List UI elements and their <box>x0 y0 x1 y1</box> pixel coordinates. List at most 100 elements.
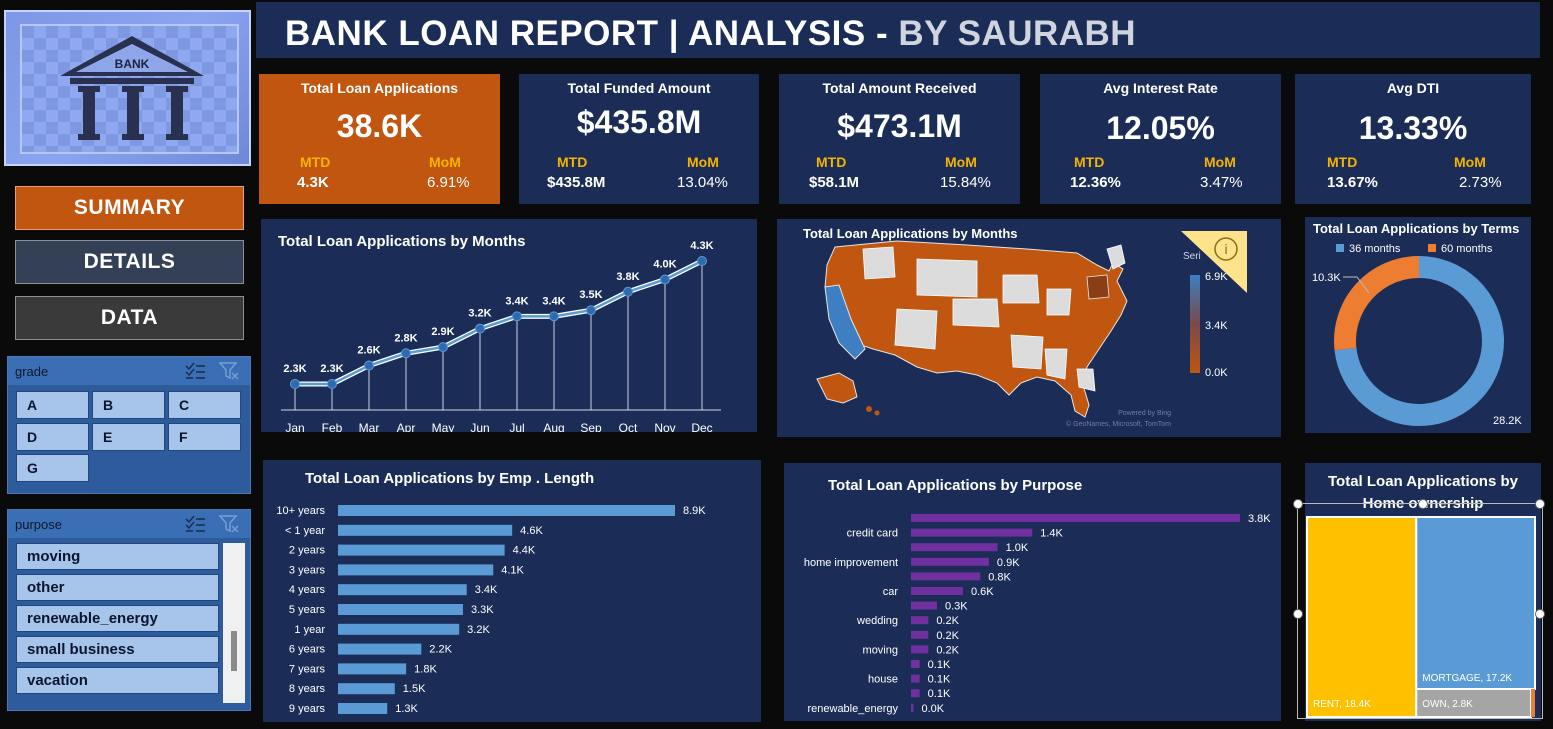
data-label: 0.9K <box>997 557 1020 569</box>
data-point <box>697 256 707 266</box>
slicer-item-grade-a[interactable]: A <box>16 391 89 419</box>
data-label: 2.3K <box>283 363 306 375</box>
bar <box>911 601 937 610</box>
info-badge[interactable] <box>1181 231 1247 293</box>
slicer-item-renewable-energy[interactable]: renewable_energy <box>16 605 219 632</box>
category-label: credit card <box>847 528 898 540</box>
data-point <box>586 305 596 316</box>
treemap-chart: RENT, 18.4K MORTGAGE, 17.2K OWN, 2.8K <box>1306 516 1536 718</box>
multi-select-icon[interactable] <box>184 515 206 533</box>
map-panel: Total Loan Applications by Months Seri 6… <box>777 219 1281 437</box>
bar <box>338 703 388 714</box>
logo-text: BANK <box>115 57 150 71</box>
data-point <box>364 360 374 371</box>
resize-handle[interactable] <box>1293 499 1303 509</box>
bar <box>911 616 929 625</box>
slicer-item-grade-b[interactable]: B <box>92 391 165 419</box>
map-credit-sources: © GeoNames, Microsoft, TomTom <box>1066 420 1171 428</box>
data-button[interactable]: DATA <box>15 296 244 340</box>
map-legend-mid: 3.4K <box>1205 320 1228 332</box>
bar <box>911 528 1033 537</box>
kpi-mtd-value: 12.36% <box>1070 174 1121 191</box>
kpi-mtd-label: MTD <box>1074 154 1105 170</box>
kpi-mtd-label: MTD <box>1327 154 1358 170</box>
kpi-mom-value: 15.84% <box>940 174 991 191</box>
info-icon[interactable] <box>1214 237 1238 261</box>
kpi-mom-value: 3.47% <box>1200 174 1243 191</box>
data-point <box>512 311 522 322</box>
data-point <box>290 379 300 389</box>
slicer-item-grade-c[interactable]: C <box>168 391 241 419</box>
slice-label: 10.3K <box>1312 272 1341 284</box>
bar <box>338 623 460 635</box>
selection-frame[interactable] <box>1297 503 1543 719</box>
data-label: 1.5K <box>403 683 426 695</box>
data-label: 3.4K <box>475 584 498 596</box>
slicer-item-other[interactable]: other <box>16 574 219 601</box>
purpose-slicer: purpose moving other renewable_energy sm… <box>7 509 251 711</box>
map-legend-scale <box>1190 275 1200 373</box>
kpi-total-loan-applications: Total Loan Applications 38.6K MTD 4.3K M… <box>259 74 500 204</box>
x-tick-label: Mar <box>359 421 380 432</box>
data-label: 3.8K <box>1248 513 1271 525</box>
bar <box>338 505 675 516</box>
data-label: 3.4K <box>505 295 528 307</box>
data-label: 3.3K <box>471 604 494 616</box>
slicer-item-moving[interactable]: moving <box>16 543 219 570</box>
summary-button[interactable]: SUMMARY <box>15 186 244 230</box>
kpi-mom-label: MoM <box>1454 154 1486 170</box>
clear-filter-icon[interactable] <box>218 514 240 534</box>
bar <box>338 584 467 596</box>
data-label: 4.6K <box>520 525 543 537</box>
legend-label: 36 months <box>1349 243 1401 255</box>
slicer-title: grade <box>15 364 49 379</box>
bar <box>911 660 920 668</box>
resize-handle[interactable] <box>1535 499 1545 509</box>
cell-label: OWN, 2.8K <box>1422 699 1473 710</box>
kpi-mom-value: 6.91% <box>427 174 470 191</box>
data-label: 3.5K <box>579 289 602 301</box>
multi-select-icon[interactable] <box>184 362 206 380</box>
resize-handle[interactable] <box>1293 609 1303 619</box>
x-tick-label: Feb <box>322 421 343 432</box>
data-point <box>660 274 670 285</box>
data-label: 0.3K <box>945 601 968 613</box>
category-label: 9 years <box>289 703 326 715</box>
kpi-avg-dti: Avg DTI 13.33% MTD 13.67% MoM 2.73% <box>1295 74 1531 204</box>
kpi-mom-label: MoM <box>1204 154 1236 170</box>
x-tick-label: Apr <box>397 421 416 432</box>
resize-handle[interactable] <box>1535 609 1545 619</box>
data-label: 4.1K <box>501 564 524 576</box>
bar <box>911 645 929 654</box>
scrollbar-thumb[interactable] <box>231 631 237 671</box>
us-map: Seri 6.9K 3.4K 0.0K i Powered by Bing © … <box>816 231 1247 428</box>
category-label: 3 years <box>289 564 326 576</box>
bar <box>338 643 422 655</box>
resize-handle[interactable] <box>1418 499 1428 509</box>
slicer-item-vacation[interactable]: vacation <box>16 667 219 694</box>
slicer-scrollbar[interactable] <box>223 543 245 703</box>
kpi-mom-value: 13.04% <box>677 174 728 191</box>
data-label: 4.4K <box>513 545 536 557</box>
chart-title: Total Loan Applications by Purpose <box>828 477 1083 494</box>
data-label: 8.9K <box>683 505 706 517</box>
kpi-total-amount-received: Total Amount Received $473.1M MTD $58.1M… <box>779 74 1020 204</box>
category-label: house <box>868 674 898 686</box>
map-legend-min: 0.0K <box>1205 367 1228 379</box>
slicer-item-grade-e[interactable]: E <box>92 423 165 451</box>
clear-filter-icon[interactable] <box>218 361 240 381</box>
bar <box>338 564 494 576</box>
slicer-item-grade-g[interactable]: G <box>16 454 89 482</box>
kpi-avg-interest-rate: Avg Interest Rate 12.05% MTD 12.36% MoM … <box>1040 74 1281 204</box>
data-label: 0.2K <box>936 630 959 642</box>
bar <box>911 674 920 683</box>
slicer-item-grade-d[interactable]: D <box>16 423 89 451</box>
slicer-item-grade-f[interactable]: F <box>168 423 241 451</box>
kpi-title: Avg Interest Rate <box>1103 80 1218 96</box>
category-label: car <box>883 586 899 598</box>
slicer-item-small-business[interactable]: small business <box>16 636 219 663</box>
report-header: BANK LOAN REPORT | ANALYSIS - BY SAURABH <box>256 2 1540 58</box>
slice-label: 28.2K <box>1493 415 1522 427</box>
details-button[interactable]: DETAILS <box>15 240 244 284</box>
line-chart-panel: Total Loan Applications by Months 2.3K Ja… <box>261 219 757 432</box>
